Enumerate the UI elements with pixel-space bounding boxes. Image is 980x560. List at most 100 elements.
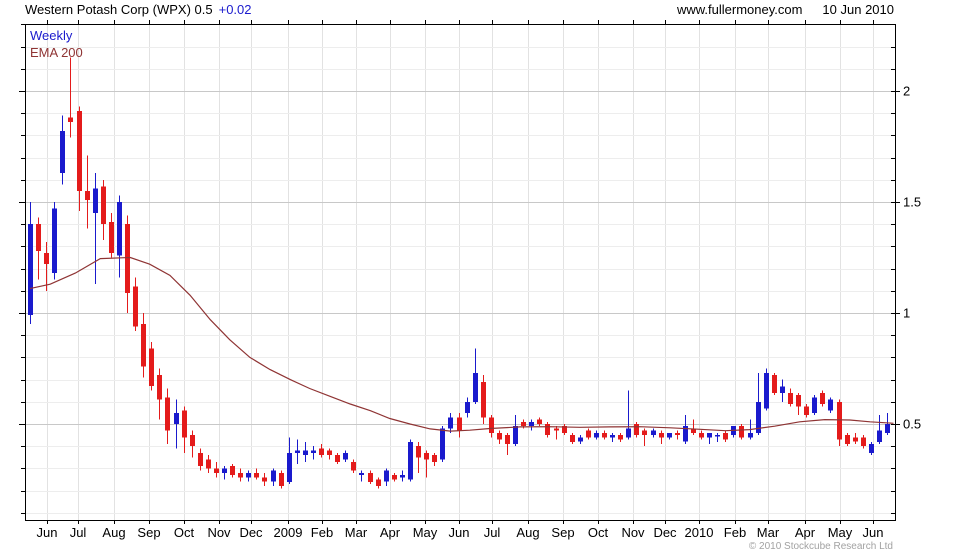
candle bbox=[198, 448, 203, 471]
candle bbox=[109, 213, 114, 258]
x-axis-tick-label: Jul bbox=[484, 525, 501, 540]
candle bbox=[828, 397, 833, 413]
candle bbox=[869, 441, 874, 456]
candle bbox=[594, 430, 599, 440]
chart-header: Western Potash Corp (WPX) 0.5 +0.02 www.f… bbox=[25, 2, 894, 17]
x-axis-tick-label: Dec bbox=[239, 525, 263, 540]
candle bbox=[222, 466, 227, 480]
candle bbox=[101, 179, 106, 240]
candle bbox=[756, 373, 761, 436]
candle bbox=[400, 470, 405, 482]
candle bbox=[481, 375, 486, 424]
candle bbox=[295, 439, 300, 464]
candle bbox=[457, 412, 462, 438]
candle bbox=[214, 461, 219, 478]
x-axis-tick-label: Apr bbox=[380, 525, 401, 540]
candle bbox=[626, 390, 631, 440]
candle bbox=[537, 417, 542, 427]
candle bbox=[303, 441, 308, 462]
candle bbox=[642, 428, 647, 447]
axes bbox=[19, 20, 900, 524]
x-axis-tick-label: Apr bbox=[795, 525, 816, 540]
candle bbox=[182, 406, 187, 453]
candle bbox=[392, 472, 397, 482]
candle bbox=[359, 470, 364, 482]
candle bbox=[384, 468, 389, 487]
price-change: +0.02 bbox=[218, 2, 252, 17]
legend-weekly-label: Weekly bbox=[30, 28, 73, 43]
candle bbox=[93, 173, 98, 285]
candle bbox=[529, 419, 534, 431]
candle bbox=[618, 432, 623, 442]
copyright-notice: © 2010 Stockcube Research Ltd bbox=[748, 541, 893, 552]
candle bbox=[683, 415, 688, 444]
candle bbox=[788, 388, 793, 407]
candle bbox=[610, 432, 615, 442]
candle bbox=[634, 421, 639, 438]
x-axis-tick-label: Sep bbox=[551, 525, 574, 540]
candle bbox=[376, 477, 381, 489]
candle bbox=[351, 459, 356, 473]
x-axis-tick-label: Jun bbox=[863, 525, 884, 540]
x-axis-tick-label: Jun bbox=[37, 525, 58, 540]
candle bbox=[416, 441, 421, 473]
candle bbox=[440, 426, 445, 462]
candle bbox=[368, 470, 373, 484]
gridlines bbox=[25, 24, 895, 520]
candle bbox=[861, 435, 866, 449]
candle bbox=[174, 399, 179, 449]
x-axis-tick-label: Aug bbox=[516, 525, 539, 540]
candle bbox=[319, 444, 324, 458]
candle bbox=[651, 428, 656, 438]
candle bbox=[335, 452, 340, 464]
x-axis-tick-label: Oct bbox=[174, 525, 195, 540]
candle bbox=[513, 415, 518, 447]
candle bbox=[448, 412, 453, 433]
candle bbox=[675, 430, 680, 440]
candle bbox=[68, 57, 73, 138]
candle bbox=[707, 432, 712, 444]
candle bbox=[497, 430, 502, 444]
candle bbox=[254, 468, 259, 480]
candle bbox=[812, 395, 817, 416]
candle bbox=[287, 437, 292, 484]
candle bbox=[125, 215, 130, 313]
instrument-title: Western Potash Corp (WPX) 0.5 bbox=[25, 2, 213, 17]
y-axis-tick-label: 2 bbox=[903, 84, 910, 99]
candle bbox=[845, 432, 850, 447]
candle bbox=[311, 446, 316, 460]
candle bbox=[230, 464, 235, 478]
candle bbox=[691, 419, 696, 436]
x-axis-tick-label: Feb bbox=[311, 525, 333, 540]
candle bbox=[36, 217, 41, 280]
y-axis-tick-label: 0.5 bbox=[903, 417, 921, 432]
candle bbox=[408, 439, 413, 482]
website-link[interactable]: www.fullermoney.com bbox=[676, 2, 803, 17]
candle bbox=[853, 432, 858, 444]
x-axis-tick-label: 2009 bbox=[274, 525, 303, 540]
legend-ema-label: EMA 200 bbox=[30, 45, 83, 60]
candle bbox=[52, 202, 57, 280]
candle bbox=[424, 450, 429, 478]
candle bbox=[262, 472, 267, 487]
candle bbox=[780, 379, 785, 402]
x-axis-tick-label: Mar bbox=[757, 525, 780, 540]
candle bbox=[804, 404, 809, 418]
candle bbox=[667, 432, 672, 440]
candle bbox=[44, 242, 49, 291]
candle bbox=[877, 415, 882, 444]
candle bbox=[157, 368, 162, 420]
candle bbox=[602, 430, 607, 440]
candle bbox=[473, 348, 478, 404]
ema-200-line bbox=[29, 256, 894, 432]
header-right: www.fullermoney.com 10 Jun 2010 bbox=[677, 2, 894, 17]
candle bbox=[570, 432, 575, 444]
x-axis-tick-label: Mar bbox=[345, 525, 368, 540]
x-axis-tick-label: Dec bbox=[653, 525, 677, 540]
candle bbox=[820, 390, 825, 407]
chart-legend: Weekly EMA 200 bbox=[30, 27, 83, 61]
x-axis-tick-label: May bbox=[828, 525, 853, 540]
candle bbox=[190, 430, 195, 458]
candle bbox=[772, 373, 777, 396]
